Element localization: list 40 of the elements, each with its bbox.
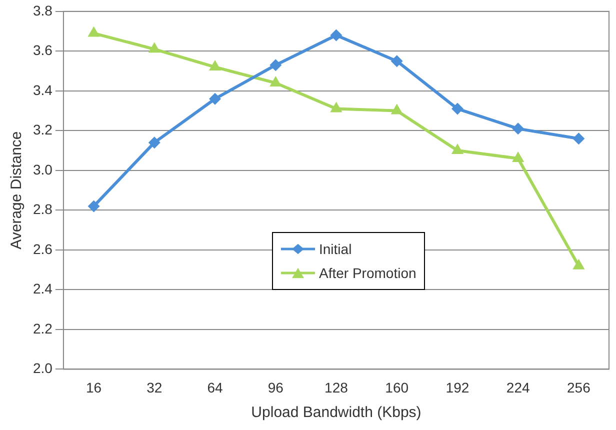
x-tick-label: 224 xyxy=(506,379,530,396)
point xyxy=(390,55,403,68)
y-axis-title: Average Distance xyxy=(8,131,26,250)
x-tick-label: 64 xyxy=(207,379,223,396)
x-tick-label: 160 xyxy=(385,379,409,396)
point xyxy=(148,42,160,53)
y-tick-label: 3.2 xyxy=(32,122,53,138)
point xyxy=(451,144,464,154)
y-tick-label: 3.6 xyxy=(32,42,53,58)
x-tick-label: 32 xyxy=(146,379,162,396)
point xyxy=(88,200,100,212)
point xyxy=(330,29,342,42)
point xyxy=(208,60,222,71)
point xyxy=(451,102,464,115)
legend-label: After Promotion xyxy=(319,265,416,281)
point xyxy=(512,151,524,162)
y-tick-label: 2.8 xyxy=(32,201,53,218)
x-axis-title: Upload Bandwidth (Kbps) xyxy=(251,404,422,422)
y-tick-label: 3.0 xyxy=(32,161,53,178)
point xyxy=(148,136,160,149)
x-tick-label: 128 xyxy=(324,379,348,396)
y-tick-label: 3.8 xyxy=(32,2,53,18)
x-tick-label: 192 xyxy=(446,379,470,396)
point xyxy=(572,258,585,270)
x-tick-label: 16 xyxy=(86,379,102,396)
x-tick-label: 256 xyxy=(567,379,591,396)
y-tick-label: 2.4 xyxy=(32,280,53,297)
point xyxy=(512,122,524,135)
y-tick-label: 3.4 xyxy=(32,82,53,98)
point xyxy=(270,59,282,72)
point xyxy=(88,26,100,37)
legend-label: Initial xyxy=(319,241,352,257)
y-tick-label: 2.6 xyxy=(32,240,53,257)
point xyxy=(572,132,585,145)
point xyxy=(209,92,221,105)
point xyxy=(330,102,342,112)
point xyxy=(390,104,403,114)
y-tick-label: 2.0 xyxy=(32,360,53,376)
x-tick-label: 96 xyxy=(268,379,284,396)
y-tick-label: 2.2 xyxy=(32,320,53,336)
